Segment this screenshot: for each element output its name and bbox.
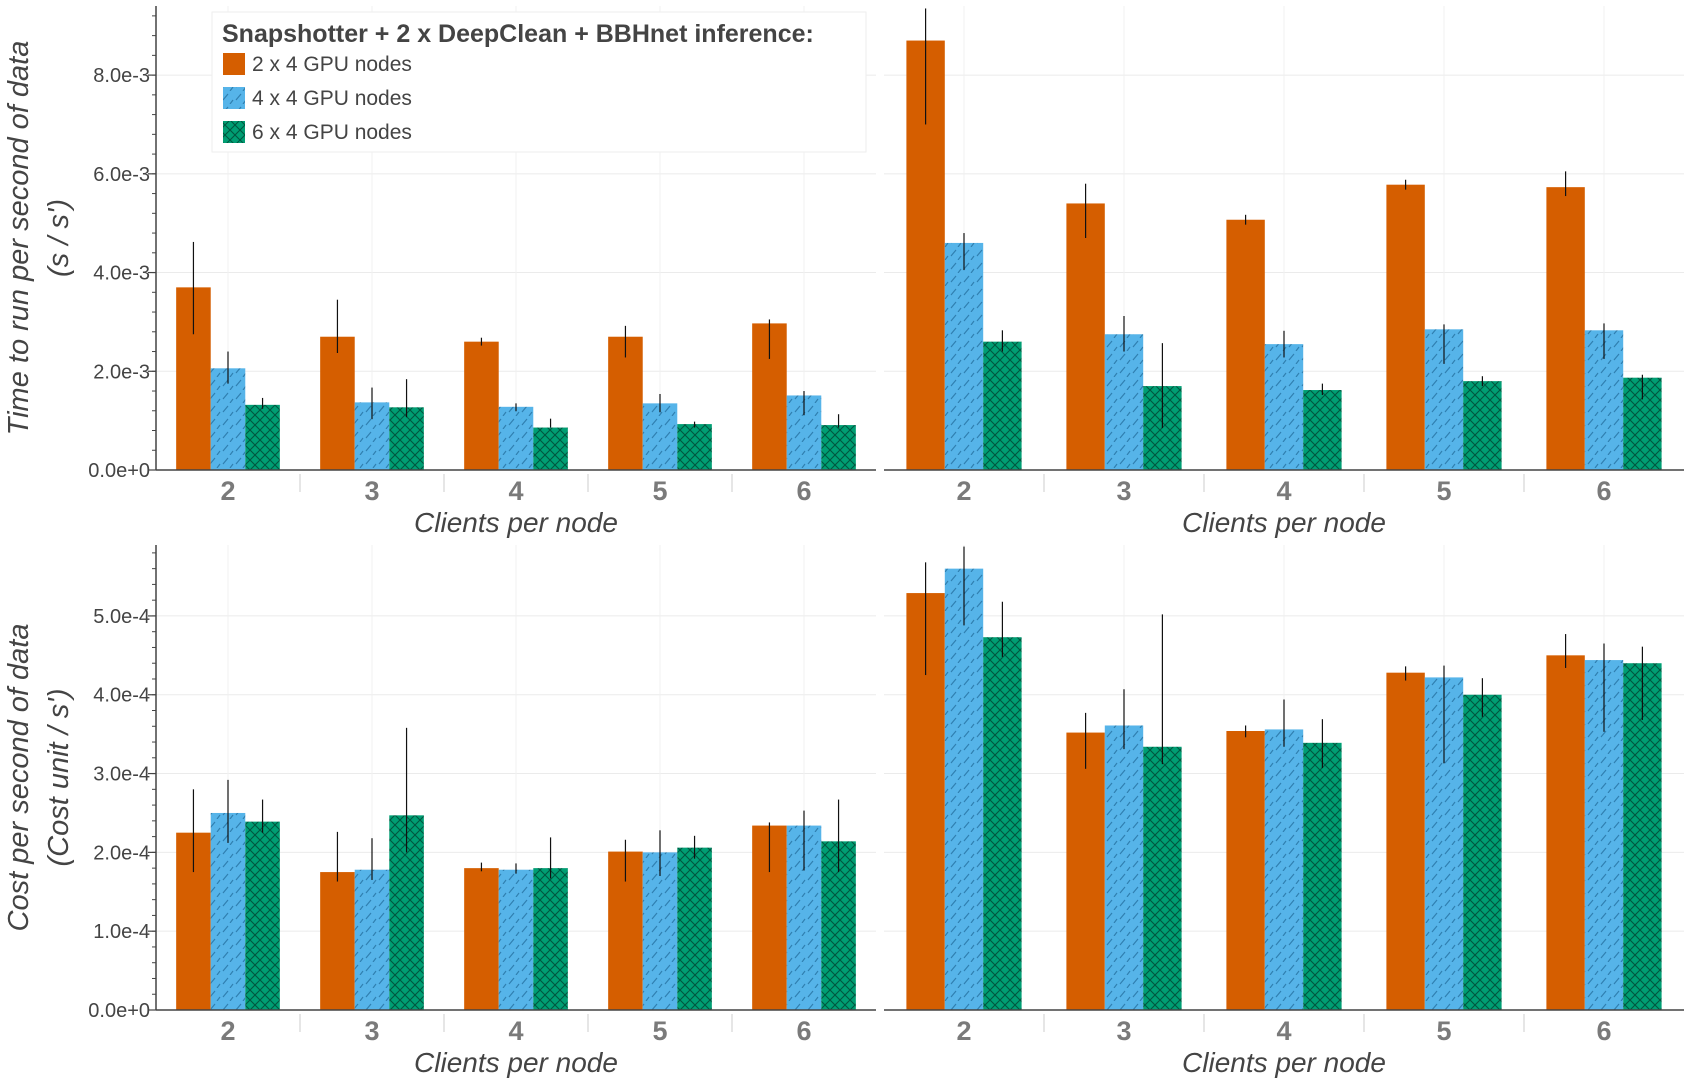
x-tick-label: 3 — [364, 476, 379, 506]
x-axis-label: Clients per node — [414, 507, 618, 538]
bar-3-cat-5 — [1463, 381, 1502, 470]
y-axis-label: Cost per second of data — [3, 624, 35, 932]
x-tick-label: 3 — [1116, 1016, 1131, 1046]
bar-1-cat-5 — [1386, 184, 1425, 470]
bar-2-cat-3 — [1104, 725, 1144, 1010]
bar-1-cat-4 — [464, 868, 499, 1010]
x-tick-label: 6 — [1596, 476, 1611, 506]
x-tick-label: 2 — [220, 1016, 235, 1046]
legend-swatch — [223, 87, 245, 109]
bar-3-cat-3 — [1143, 746, 1182, 1010]
y-tick-label: 2.0e-4 — [93, 842, 150, 864]
y-tick-label: 1.0e-4 — [93, 921, 150, 943]
bar-3-cat-5 — [677, 847, 712, 1010]
y-tick-label: 3.0e-4 — [93, 764, 150, 786]
bar-2-cat-5 — [642, 403, 678, 470]
y-axis-label: Time to run per second of data — [3, 41, 35, 436]
bar-2-cat-2 — [944, 242, 984, 470]
bar-2-cat-2 — [944, 568, 984, 1010]
chart-panels: 2 3 4 5 6 Clients per node 0.0e+0 2.0e-3 4.0e-3 6… — [3, 6, 1684, 1078]
bar-2-cat-2 — [210, 368, 246, 470]
x-tick-label: 5 — [1436, 476, 1451, 506]
x-tick-label: 4 — [1276, 1016, 1291, 1046]
bar-2-cat-4 — [498, 406, 534, 470]
y-tick-label: 2.0e-3 — [93, 361, 150, 383]
bar-1-cat-5 — [608, 336, 643, 470]
bar-3-cat-2 — [245, 821, 280, 1010]
x-tick-label: 4 — [1276, 476, 1291, 506]
panel-top-left: 2 3 4 5 6 Clients per node 0.0e+0 2.0e-3 4.0e-3 6… — [3, 6, 876, 538]
panel-bottom-left: 2 3 4 5 6 Clients per node 0.0e+0 1.0e-4 2.0e-4 3… — [3, 545, 876, 1078]
y-tick-label: 0.0e+0 — [88, 1000, 150, 1022]
x-tick-label: 3 — [1116, 476, 1131, 506]
x-tick-label: 4 — [508, 476, 523, 506]
y-axis-label: (Cost unit / s') — [43, 689, 75, 867]
legend-box — [211, 11, 867, 153]
legend-swatch — [223, 53, 245, 75]
y-tick-label: 8.0e-3 — [93, 65, 150, 87]
x-tick-label: 4 — [508, 1016, 523, 1046]
bar-2-cat-3 — [1104, 334, 1144, 470]
x-tick-label: 5 — [652, 1016, 667, 1046]
bar-3-cat-4 — [1303, 742, 1342, 1010]
x-tick-label: 3 — [364, 1016, 379, 1046]
bar-1-cat-4 — [1226, 219, 1265, 470]
legend-swatch — [223, 121, 245, 143]
x-tick-label: 2 — [956, 476, 971, 506]
bar-1-cat-3 — [320, 872, 355, 1010]
bar-3-cat-4 — [533, 868, 568, 1010]
x-tick-label: 2 — [220, 476, 235, 506]
bar-2-cat-3 — [354, 869, 390, 1010]
bar-2-cat-5 — [642, 852, 678, 1010]
x-tick-label: 5 — [652, 476, 667, 506]
legend-entry: 2 x 4 GPU nodes — [252, 53, 412, 76]
bar-2-cat-4 — [498, 869, 534, 1010]
bar-3-cat-4 — [1303, 390, 1342, 470]
x-tick-label: 6 — [796, 476, 811, 506]
bar-1-cat-5 — [1386, 672, 1425, 1010]
y-tick-label: 4.0e-4 — [93, 685, 150, 707]
legend-entry: 6 x 4 GPU nodes — [252, 121, 412, 144]
bar-3-cat-5 — [1463, 694, 1502, 1010]
bar-1-cat-4 — [464, 341, 499, 470]
bar-1-cat-3 — [1066, 732, 1105, 1010]
bar-2-cat-4 — [1264, 729, 1304, 1010]
y-axis-label: (s / s') — [43, 199, 75, 277]
panel-bottom-right: 2 3 4 5 6 Clients per node — [884, 545, 1684, 1078]
bar-3-cat-6 — [821, 425, 856, 470]
y-tick-label: 6.0e-3 — [93, 164, 150, 186]
x-tick-label: 2 — [956, 1016, 971, 1046]
x-tick-label: 6 — [796, 1016, 811, 1046]
x-axis-label: Clients per node — [1182, 1047, 1386, 1078]
bar-3-cat-2 — [983, 637, 1022, 1010]
x-tick-label: 5 — [1436, 1016, 1451, 1046]
y-tick-label: 5.0e-4 — [93, 606, 150, 628]
bar-1-cat-6 — [1546, 655, 1585, 1010]
bar-2-cat-2 — [210, 812, 246, 1010]
bar-1-cat-3 — [320, 336, 355, 470]
panel-top-right: 2 3 4 5 6 Clients per node — [884, 6, 1684, 538]
bar-3-cat-6 — [1623, 663, 1662, 1010]
bar-1-cat-4 — [1226, 731, 1265, 1010]
x-axis-label: Clients per node — [1182, 507, 1386, 538]
x-tick-label: 6 — [1596, 1016, 1611, 1046]
bar-2-cat-4 — [1264, 344, 1304, 470]
bar-3-cat-4 — [533, 427, 568, 470]
bar-3-cat-5 — [677, 424, 712, 470]
bar-1-cat-3 — [1066, 203, 1105, 470]
legend-title: Snapshotter + 2 x DeepClean + BBHnet inf… — [222, 20, 814, 48]
x-axis-label: Clients per node — [414, 1047, 618, 1078]
y-tick-label: 0.0e+0 — [88, 460, 150, 482]
bar-3-cat-3 — [389, 407, 424, 470]
bar-3-cat-2 — [245, 404, 280, 470]
legend-entry: 4 x 4 GPU nodes — [252, 87, 412, 110]
bar-1-cat-6 — [1546, 187, 1585, 470]
bar-3-cat-2 — [983, 341, 1022, 470]
legend: Snapshotter + 2 x DeepClean + BBHnet inf… — [211, 11, 867, 153]
y-tick-label: 4.0e-3 — [93, 263, 150, 285]
